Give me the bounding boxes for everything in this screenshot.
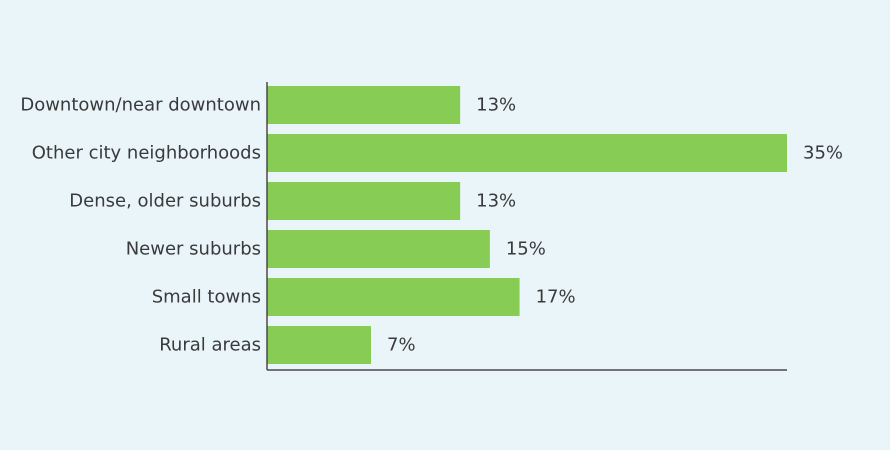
value-label: 13%	[476, 191, 516, 212]
value-label: 13%	[476, 95, 516, 116]
category-label: Rural areas	[159, 335, 261, 356]
category-label: Dense, older suburbs	[69, 191, 261, 212]
bar-3	[267, 230, 490, 268]
bar-4	[267, 278, 520, 316]
bar-1	[267, 134, 787, 172]
bar-5	[267, 326, 371, 364]
category-label: Downtown/near downtown	[20, 95, 261, 116]
category-label: Other city neighborhoods	[32, 143, 261, 164]
value-label: 17%	[536, 287, 576, 308]
bar-0	[267, 86, 461, 124]
value-label: 15%	[506, 239, 546, 260]
bar-2	[267, 182, 461, 220]
value-label: 7%	[387, 335, 416, 356]
category-label: Small towns	[152, 287, 261, 308]
bars-layer	[267, 86, 787, 364]
category-label: Newer suburbs	[126, 239, 261, 260]
labels-layer: Downtown/near downtown 13% Other city neig…	[20, 95, 843, 356]
value-label: 35%	[803, 143, 843, 164]
